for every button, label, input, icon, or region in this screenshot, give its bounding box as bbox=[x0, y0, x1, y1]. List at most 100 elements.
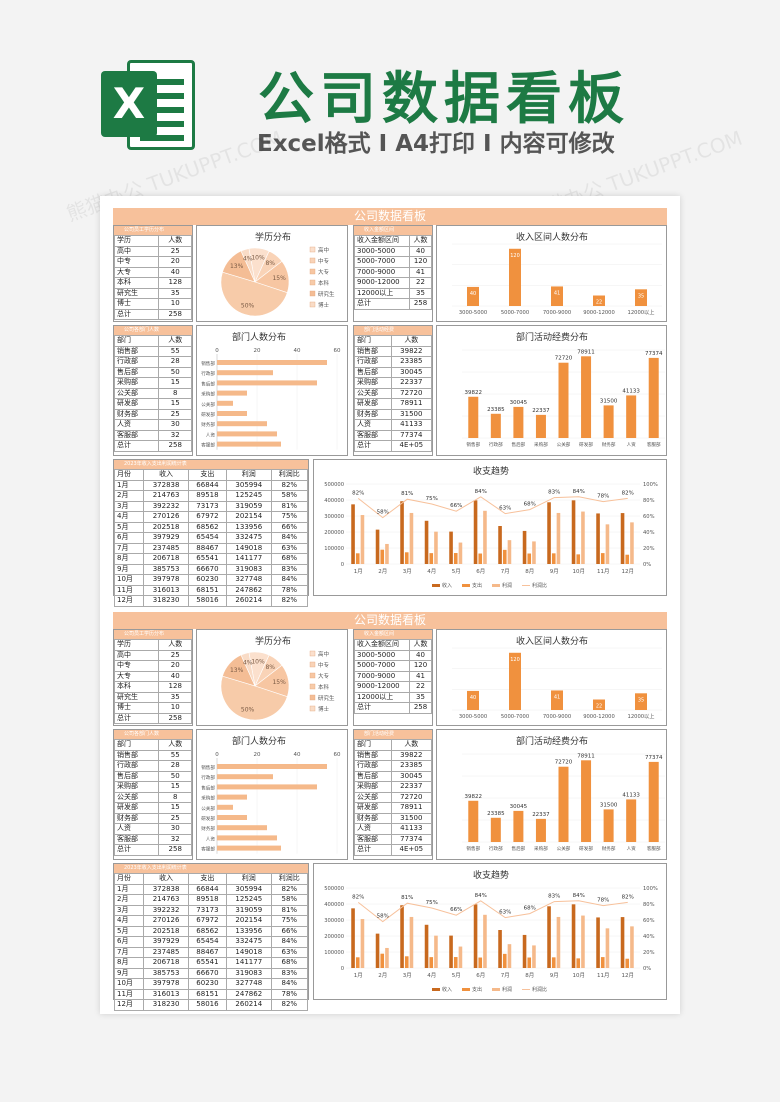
table-cell: 公关部 bbox=[354, 791, 392, 803]
education-pie-panel: 学历分布 10% 8% 15% 50% 13% 4% 高中 中专 大专 本科 研究生 博士 bbox=[196, 225, 348, 322]
bar-value-label: 77374 bbox=[645, 351, 663, 357]
axis-tick-label: 7000-9000 bbox=[543, 310, 571, 316]
bar bbox=[551, 553, 556, 564]
bar bbox=[473, 500, 478, 564]
activity-funds-table: 部门活动经费 部门 人数 销售部 39822 行政部 23385 售后部 30045 采购部 22… bbox=[353, 729, 433, 860]
table-cell: 258 bbox=[158, 844, 192, 856]
bar-value-label: 40 bbox=[470, 291, 476, 297]
monthly-finance-table: 2023年收入支出利润统计表 月份 收入 支出 利润 利润比 1月 372838 66844 3… bbox=[113, 863, 309, 1011]
legend-label: 中专 bbox=[318, 257, 330, 265]
bar bbox=[571, 500, 576, 564]
bar-value-label: 35 bbox=[638, 293, 644, 299]
pie-data-label: 13% bbox=[230, 667, 244, 674]
legend-label: 本科 bbox=[318, 279, 330, 287]
table-cell: 128 bbox=[158, 277, 192, 289]
table-cell: 202518 bbox=[143, 925, 189, 937]
table-cell: 372838 bbox=[143, 479, 189, 491]
line-data-label: 83% bbox=[548, 894, 560, 900]
axis-tick-label: 客服部 bbox=[201, 442, 215, 449]
table-cell: 258 bbox=[409, 702, 432, 714]
bar bbox=[217, 431, 277, 437]
table-cell: 11月 bbox=[113, 988, 145, 1000]
table-cell: 66% bbox=[270, 521, 309, 533]
education-pie-panel: 学历分布 10% 8% 15% 50% 13% 4% 高中 中专 大专 本科 研究生 博士 bbox=[196, 629, 348, 726]
table-cell: 高中 bbox=[113, 649, 160, 661]
table-row: 财务部 31500 bbox=[354, 812, 433, 824]
axis-tick-label: 销售部 bbox=[201, 360, 215, 367]
axis-tick-label: 1月 bbox=[354, 568, 363, 575]
bar bbox=[603, 809, 614, 842]
table-cell: 372838 bbox=[143, 883, 189, 895]
table-cell: 22337 bbox=[390, 781, 433, 793]
table-cell: 128 bbox=[158, 681, 192, 693]
axis-tick-label: 售后部 bbox=[511, 845, 525, 852]
table-cell: 81% bbox=[270, 500, 309, 512]
pie-slice bbox=[220, 675, 288, 721]
income-expense-trend-panel: 收支趋势 0 0% 100000 20% 200000 40% 300000 60% 400000… bbox=[313, 459, 667, 596]
dashboard-paper: 公司数据看板 公司员工学历分布 学历 人数 高中 25 中专 20 大专 40 本科 128 研究生… bbox=[100, 196, 680, 1014]
table-cell: 88467 bbox=[187, 542, 228, 554]
table-row: 高中 25 bbox=[113, 649, 192, 661]
table-row: 本科 128 bbox=[113, 277, 192, 289]
pie-data-label: 10% bbox=[251, 659, 265, 666]
table-caption: 公司各部门人数 bbox=[114, 730, 192, 739]
bar-value-label: 31500 bbox=[600, 398, 618, 404]
axis-tick-label: 9000-12000 bbox=[583, 310, 615, 316]
table-cell: 20 bbox=[158, 660, 192, 672]
table-cell: 月份 bbox=[113, 873, 145, 885]
table-cell: 9000-12000 bbox=[353, 681, 411, 693]
table-cell: 30045 bbox=[390, 366, 433, 378]
bar bbox=[375, 933, 380, 968]
table-cell: 50 bbox=[158, 366, 192, 378]
table-cell: 研发部 bbox=[113, 802, 160, 814]
line-data-label: 82% bbox=[352, 894, 364, 900]
table-cell: 人资 bbox=[113, 419, 160, 431]
axis-tick-label: 销售部 bbox=[466, 441, 480, 448]
table-cell: 237485 bbox=[143, 542, 189, 554]
table-cell: 75% bbox=[270, 511, 309, 523]
table-cell: 3月 bbox=[113, 904, 145, 916]
table-cell: 397929 bbox=[143, 936, 189, 948]
axis-tick-label: 公关部 bbox=[557, 845, 571, 852]
table-cell: 支出 bbox=[187, 469, 228, 481]
table-row: 9000-12000 22 bbox=[353, 277, 432, 289]
axis-tick-label: 12月 bbox=[622, 568, 635, 575]
table-row: 公关部 8 bbox=[113, 387, 192, 399]
table-cell: 4E+05 bbox=[390, 440, 433, 452]
table-cell: 人数 bbox=[409, 235, 432, 247]
table-cell: 58% bbox=[270, 490, 309, 502]
bar bbox=[380, 549, 385, 564]
profit-ratio-line bbox=[357, 496, 628, 519]
pie-data-label: 4% bbox=[243, 256, 253, 263]
table-cell: 人资 bbox=[113, 823, 160, 835]
table-cell: 1月 bbox=[113, 883, 145, 895]
table-cell: 15 bbox=[158, 781, 192, 793]
bar bbox=[490, 413, 501, 438]
table-cell: 58% bbox=[270, 894, 309, 906]
table-cell: 120 bbox=[409, 660, 432, 672]
table-cell: 67972 bbox=[187, 915, 228, 927]
table-cell: 332475 bbox=[226, 936, 272, 948]
monthly-finance-table: 2023年收入支出利润统计表 月份 收入 支出 利润 利润比 1月 372838 66844 3… bbox=[113, 459, 309, 607]
table-row: 4月 270126 67972 202154 75% bbox=[113, 511, 309, 523]
table-cell: 66670 bbox=[187, 563, 228, 575]
table-row: 研发部 78911 bbox=[354, 802, 433, 814]
bar bbox=[434, 935, 438, 968]
table-caption: 部门活动经费 bbox=[354, 730, 432, 739]
table-row: 行政部 23385 bbox=[354, 356, 433, 368]
table-row: 采购部 15 bbox=[113, 781, 192, 793]
table-cell: 高中 bbox=[113, 245, 160, 257]
table-cell: 35 bbox=[158, 287, 192, 299]
department-chart-panel: 部门人数分布 0 20 40 60 销售部 行政部 售后部 采购部 公关部 研发部 财务部 人资 客服部 bbox=[196, 729, 348, 860]
table-cell: 总计 bbox=[113, 844, 160, 856]
table-cell: 41 bbox=[409, 670, 432, 682]
table-cell: 202154 bbox=[226, 511, 272, 523]
table-row: 4月 270126 67972 202154 75% bbox=[113, 915, 309, 927]
axis-tick-label: 4月 bbox=[427, 568, 436, 575]
axis-tick-label: 60% bbox=[643, 918, 655, 924]
sheet-title: 公司数据看板 bbox=[113, 208, 667, 225]
bar-value-label: 41133 bbox=[622, 388, 640, 394]
bar bbox=[551, 286, 563, 306]
table-cell: 总计 bbox=[113, 712, 160, 724]
bar bbox=[551, 957, 556, 968]
